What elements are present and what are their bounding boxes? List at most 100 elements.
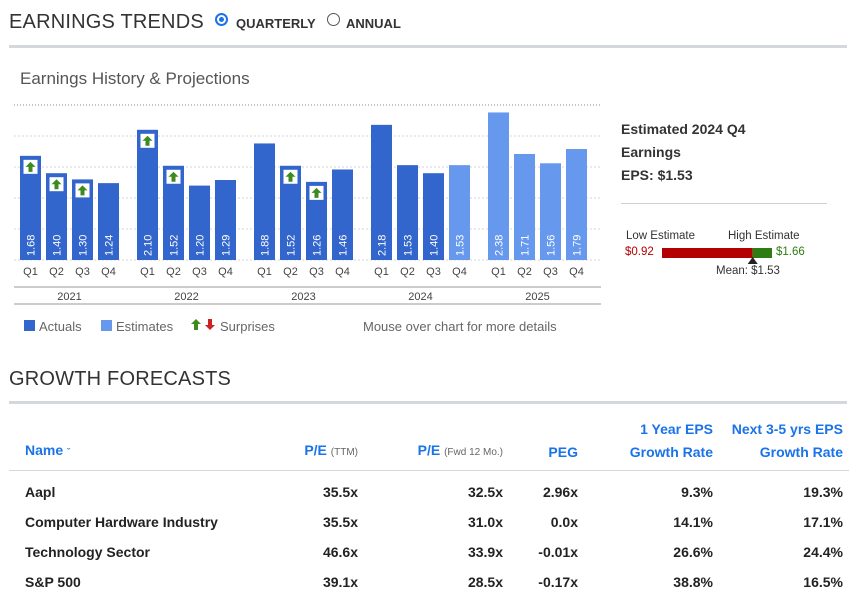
row-pe-ttm: 46.6x <box>322 544 358 560</box>
sort-chevron-icon: ˇ <box>67 447 71 457</box>
surprise-up-arrow-icon <box>168 171 179 182</box>
quarter-tick-label: Q3 <box>426 266 441 278</box>
estimate-range-bar <box>662 248 772 264</box>
bar-2024-q1 <box>371 124 392 260</box>
row-peg: 2.96x <box>542 484 578 500</box>
bar-2023-q2 <box>280 165 301 260</box>
bar-2024-q4 <box>449 165 470 260</box>
surprise-up-arrow-icon <box>142 135 153 146</box>
chart-title: Earnings History & Projections <box>20 69 250 88</box>
bar-value-label: 2.18 <box>377 235 389 256</box>
mean-estimate-label: Mean: $1.53 <box>716 265 780 277</box>
bar-2022-q3 <box>189 185 210 260</box>
earnings-divider <box>9 45 847 48</box>
row-peg: 0.0x <box>550 514 578 530</box>
estimates-legend: Estimates <box>116 319 174 334</box>
bar-value-label: 1.30 <box>78 235 90 256</box>
estimate-heading: Estimated 2024 Q4 Earnings EPS: $1.53 <box>621 118 746 187</box>
table-row: Computer Hardware Industry 35.5x 31.0x 0… <box>9 507 849 537</box>
bar-2021-q3 <box>72 179 93 260</box>
mean-marker-icon <box>747 257 758 264</box>
annual-label[interactable]: ANNUAL <box>346 16 401 31</box>
quarter-tick-label: Q1 <box>491 266 506 278</box>
table-row: Aapl 35.5x 32.5x 2.96x 9.3% 19.3% <box>9 471 849 508</box>
quarter-tick-label: Q1 <box>257 266 272 278</box>
earnings-trends-title: EARNINGS TRENDS <box>9 11 204 33</box>
bar-2024-q3 <box>423 173 444 260</box>
quarter-tick-label: Q1 <box>140 266 155 278</box>
estimate-line2: Earnings <box>621 144 681 160</box>
bar-value-label: 1.52 <box>286 235 298 256</box>
eps-35-line2: Growth Rate <box>759 444 843 460</box>
eps-1y-line2: Growth Rate <box>629 444 713 460</box>
row-eps-1y: 38.8% <box>673 574 713 590</box>
row-pe-ttm: 35.5x <box>322 484 358 500</box>
row-pe-fwd: 33.9x <box>467 544 503 560</box>
quarter-tick-label: Q2 <box>517 266 532 278</box>
bar-value-label: 2.10 <box>143 235 155 256</box>
bar-value-label: 1.40 <box>52 235 64 256</box>
bar-2022-q1 <box>137 129 158 260</box>
bar-value-label: 1.20 <box>195 235 207 256</box>
year-tick-label: 2022 <box>174 291 198 303</box>
year-tick-label: 2024 <box>408 291 432 303</box>
growth-divider <box>9 401 847 404</box>
quarter-tick-label: Q1 <box>23 266 38 278</box>
quarter-tick-label: Q4 <box>452 266 467 278</box>
bar-value-label: 1.24 <box>104 235 116 256</box>
row-eps-35: 17.1% <box>803 514 843 530</box>
earnings-bar-chart[interactable]: 1.68 Q1 1.40 Q2 1.30 Q3 1.24 Q4 2.10 Q1 1.52 Q2 1.20… <box>0 95 610 305</box>
bar-value-label: 1.88 <box>260 235 272 256</box>
quarter-tick-label: Q3 <box>75 266 90 278</box>
row-name: S&P 500 <box>25 574 81 590</box>
bar-value-label: 1.29 <box>221 235 233 256</box>
pe-fwd-column-header[interactable]: P/E (Fwd 12 Mo.) <box>364 418 509 471</box>
row-name: Aapl <box>25 484 56 500</box>
range-high-segment <box>752 248 772 258</box>
quarterly-radio[interactable] <box>215 13 228 26</box>
bar-2025-q2 <box>514 153 535 260</box>
eps-35-column-header[interactable]: Next 3-5 yrs EPS Growth Rate <box>719 418 849 471</box>
peg-column-header[interactable]: PEG <box>548 444 578 460</box>
estimate-divider <box>621 203 827 204</box>
surprises-legend: Surprises <box>220 319 275 334</box>
quarter-tick-label: Q4 <box>218 266 233 278</box>
row-eps-35: 16.5% <box>803 574 843 590</box>
bar-2021-q4 <box>98 183 119 260</box>
pe-ttm-sublabel: (TTM) <box>330 447 358 458</box>
bar-2022-q4 <box>215 180 236 260</box>
bar-2025-q4 <box>566 149 587 260</box>
bar-value-label: 1.56 <box>546 235 558 256</box>
row-eps-1y: 14.1% <box>673 514 713 530</box>
quarterly-label[interactable]: QUARTERLY <box>236 16 316 31</box>
row-peg: -0.01x <box>538 544 578 560</box>
bar-value-label: 1.52 <box>169 235 181 256</box>
row-pe-ttm: 35.5x <box>322 514 358 530</box>
quarter-tick-label: Q4 <box>101 266 116 278</box>
surprise-up-arrow-icon <box>285 171 296 182</box>
quarter-tick-label: Q3 <box>543 266 558 278</box>
table-row: Technology Sector 46.6x 33.9x -0.01x 26.… <box>9 537 849 567</box>
bar-value-label: 1.71 <box>520 235 532 256</box>
annual-radio[interactable] <box>327 13 340 26</box>
pe-ttm-column-header[interactable]: P/E (TTM) <box>274 418 364 471</box>
bar-value-label: 1.68 <box>26 235 38 256</box>
bar-value-label: 1.46 <box>338 235 350 256</box>
name-column-header[interactable]: Name ˇ <box>9 418 274 471</box>
bar-value-label: 1.53 <box>455 235 467 256</box>
year-tick-label: 2021 <box>57 291 81 303</box>
estimates-swatch <box>101 320 112 331</box>
row-eps-1y: 26.6% <box>673 544 713 560</box>
eps-1y-column-header[interactable]: 1 Year EPS Growth Rate <box>584 418 719 471</box>
row-pe-ttm: 39.1x <box>322 574 358 590</box>
quarter-tick-label: Q4 <box>335 266 350 278</box>
bar-2025-q1 <box>488 112 509 260</box>
low-estimate-label: Low Estimate <box>626 230 696 242</box>
row-name: Technology Sector <box>25 544 150 560</box>
bar-2023-q4 <box>332 169 353 260</box>
high-estimate-value: $1.66 <box>776 246 805 258</box>
row-pe-fwd: 31.0x <box>467 514 503 530</box>
bar-2023-q1 <box>254 143 275 260</box>
bar-value-label: 1.26 <box>312 235 324 256</box>
high-estimate-label: High Estimate <box>728 230 800 242</box>
